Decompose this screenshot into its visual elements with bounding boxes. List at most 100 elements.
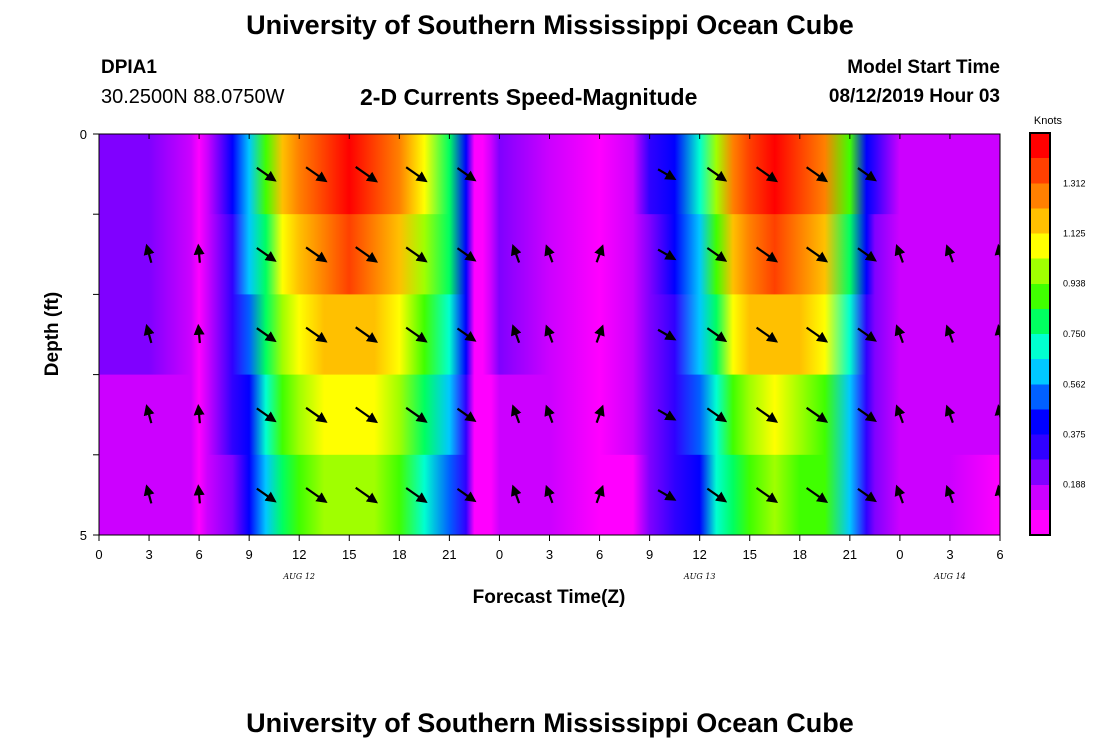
colorbar-legend: Knots 0.188 0.375 0.562 0.750 0.938 1.125 1.31…: [1029, 115, 1086, 536]
x-tick-label: 3: [946, 547, 953, 562]
current-vector-arrow: [657, 328, 677, 341]
current-vector-arrow: [857, 487, 877, 503]
current-vector-arrow: [706, 247, 728, 262]
current-vector-arrow: [657, 489, 677, 501]
x-tick-label: 0: [95, 547, 102, 562]
current-vector-arrow: [355, 486, 379, 504]
heatmap-row-1: [99, 134, 1000, 215]
current-vector-arrow: [755, 246, 779, 263]
current-vector-arrow: [510, 404, 522, 424]
x-tick-label: 6: [996, 547, 1003, 562]
x-axis-title: Forecast Time(Z): [473, 587, 626, 608]
current-vector-arrow: [256, 247, 277, 262]
current-vector-arrow: [994, 404, 1000, 422]
current-vector-arrow: [894, 404, 906, 424]
station-id: DPIA1: [101, 57, 157, 78]
current-vector-arrow: [657, 248, 677, 261]
current-vector-arrow: [256, 407, 277, 423]
current-vector-arrow: [193, 484, 205, 504]
x-tick-label: 9: [246, 547, 253, 562]
current-vector-arrow: [355, 166, 379, 183]
current-vector-arrow: [806, 487, 829, 504]
current-vector-arrow: [305, 246, 328, 263]
current-vector-arrow: [256, 487, 277, 503]
current-vector-arrow: [355, 246, 379, 263]
current-vector-arrow: [806, 326, 829, 343]
x-tick-label: 6: [596, 547, 603, 562]
current-vector-arrow: [456, 487, 477, 503]
current-vector-arrow: [143, 243, 155, 264]
date-label: AUG 13: [683, 572, 716, 581]
y-tick-label: 0: [80, 127, 87, 142]
current-vector-arrow: [806, 246, 829, 263]
current-vector-arrow: [405, 166, 428, 183]
current-vector-arrow: [657, 408, 677, 421]
current-vector-arrow: [994, 243, 1000, 261]
date-label: AUG 12: [282, 572, 315, 581]
current-vector-arrow: [193, 243, 205, 263]
current-vector-arrow: [305, 487, 328, 504]
current-vector-arrow: [857, 327, 877, 342]
current-vector-arrow: [143, 404, 155, 424]
x-tick-label: 18: [793, 547, 807, 562]
current-vector-arrow: [594, 404, 605, 424]
current-vector-arrow: [994, 484, 1000, 502]
current-vector-arrow: [944, 404, 956, 424]
current-vector-arrow: [894, 244, 906, 263]
y-tick-label: 5: [80, 528, 87, 543]
x-tick-label: 9: [646, 547, 653, 562]
current-vector-arrow: [143, 484, 155, 504]
current-vector-arrow: [544, 404, 555, 424]
colorbar-ticks: 0.188 0.375 0.562 0.750 0.938 1.125 1.312: [1063, 178, 1086, 489]
current-vector-arrow: [456, 407, 477, 422]
current-vector-arrow: [755, 487, 779, 504]
current-vector-arrow: [305, 166, 328, 183]
current-vector-arrow: [256, 166, 277, 182]
x-tick-label: 6: [195, 547, 202, 562]
current-vector-arrow: [305, 406, 328, 423]
current-vector-arrow: [706, 407, 728, 423]
current-vector-arrow: [944, 244, 956, 263]
current-vector-arrow: [755, 166, 779, 183]
x-tick-label: 18: [392, 547, 406, 562]
current-vector-arrow: [755, 326, 779, 343]
x-tick-label: 0: [896, 547, 903, 562]
current-vector-arrow: [857, 407, 877, 422]
current-vector-arrow: [405, 487, 428, 504]
current-vector-arrow: [456, 247, 477, 262]
current-vector-arrow: [944, 324, 956, 343]
colorbar-tick-label: 0.375: [1063, 430, 1086, 440]
current-vector-arrow: [894, 324, 906, 344]
current-vector-arrow: [355, 326, 379, 343]
x-tick-label: 15: [742, 547, 756, 562]
model-start-label: Model Start Time: [847, 57, 1000, 78]
current-vector-arrow: [706, 166, 728, 182]
colorbar-unit-label: Knots: [1034, 115, 1063, 127]
station-coords: 30.2500N 88.0750W: [101, 86, 285, 108]
top-title: University of Southern Mississippi Ocean…: [246, 10, 854, 40]
x-tick-label: 21: [442, 547, 456, 562]
x-tick-label: 3: [546, 547, 553, 562]
current-vector-arrow: [706, 487, 728, 503]
chart-title: 2-D Currents Speed-Magnitude: [360, 84, 698, 110]
current-vector-arrow: [857, 167, 877, 182]
current-vector-arrow: [256, 327, 277, 343]
colorbar-tick-label: 0.562: [1063, 379, 1086, 389]
colorbar-tick-label: 0.188: [1063, 480, 1086, 490]
current-vector-arrow: [510, 324, 522, 344]
current-vector-arrow: [755, 406, 779, 423]
current-vector-arrow: [594, 484, 605, 504]
x-tick-label: 3: [145, 547, 152, 562]
current-vector-arrow: [657, 168, 677, 180]
current-vector-arrow: [857, 247, 877, 262]
current-vector-arrow: [544, 324, 555, 343]
current-vector-arrow: [510, 484, 522, 504]
current-vector-arrow: [544, 484, 555, 504]
x-tick-label: 0: [496, 547, 503, 562]
current-vector-arrow: [193, 323, 205, 344]
colorbar-tick-label: 0.938: [1063, 279, 1086, 289]
current-vector-arrow: [305, 326, 328, 343]
current-vector-arrow: [894, 484, 906, 504]
current-vectors: [143, 166, 1000, 504]
